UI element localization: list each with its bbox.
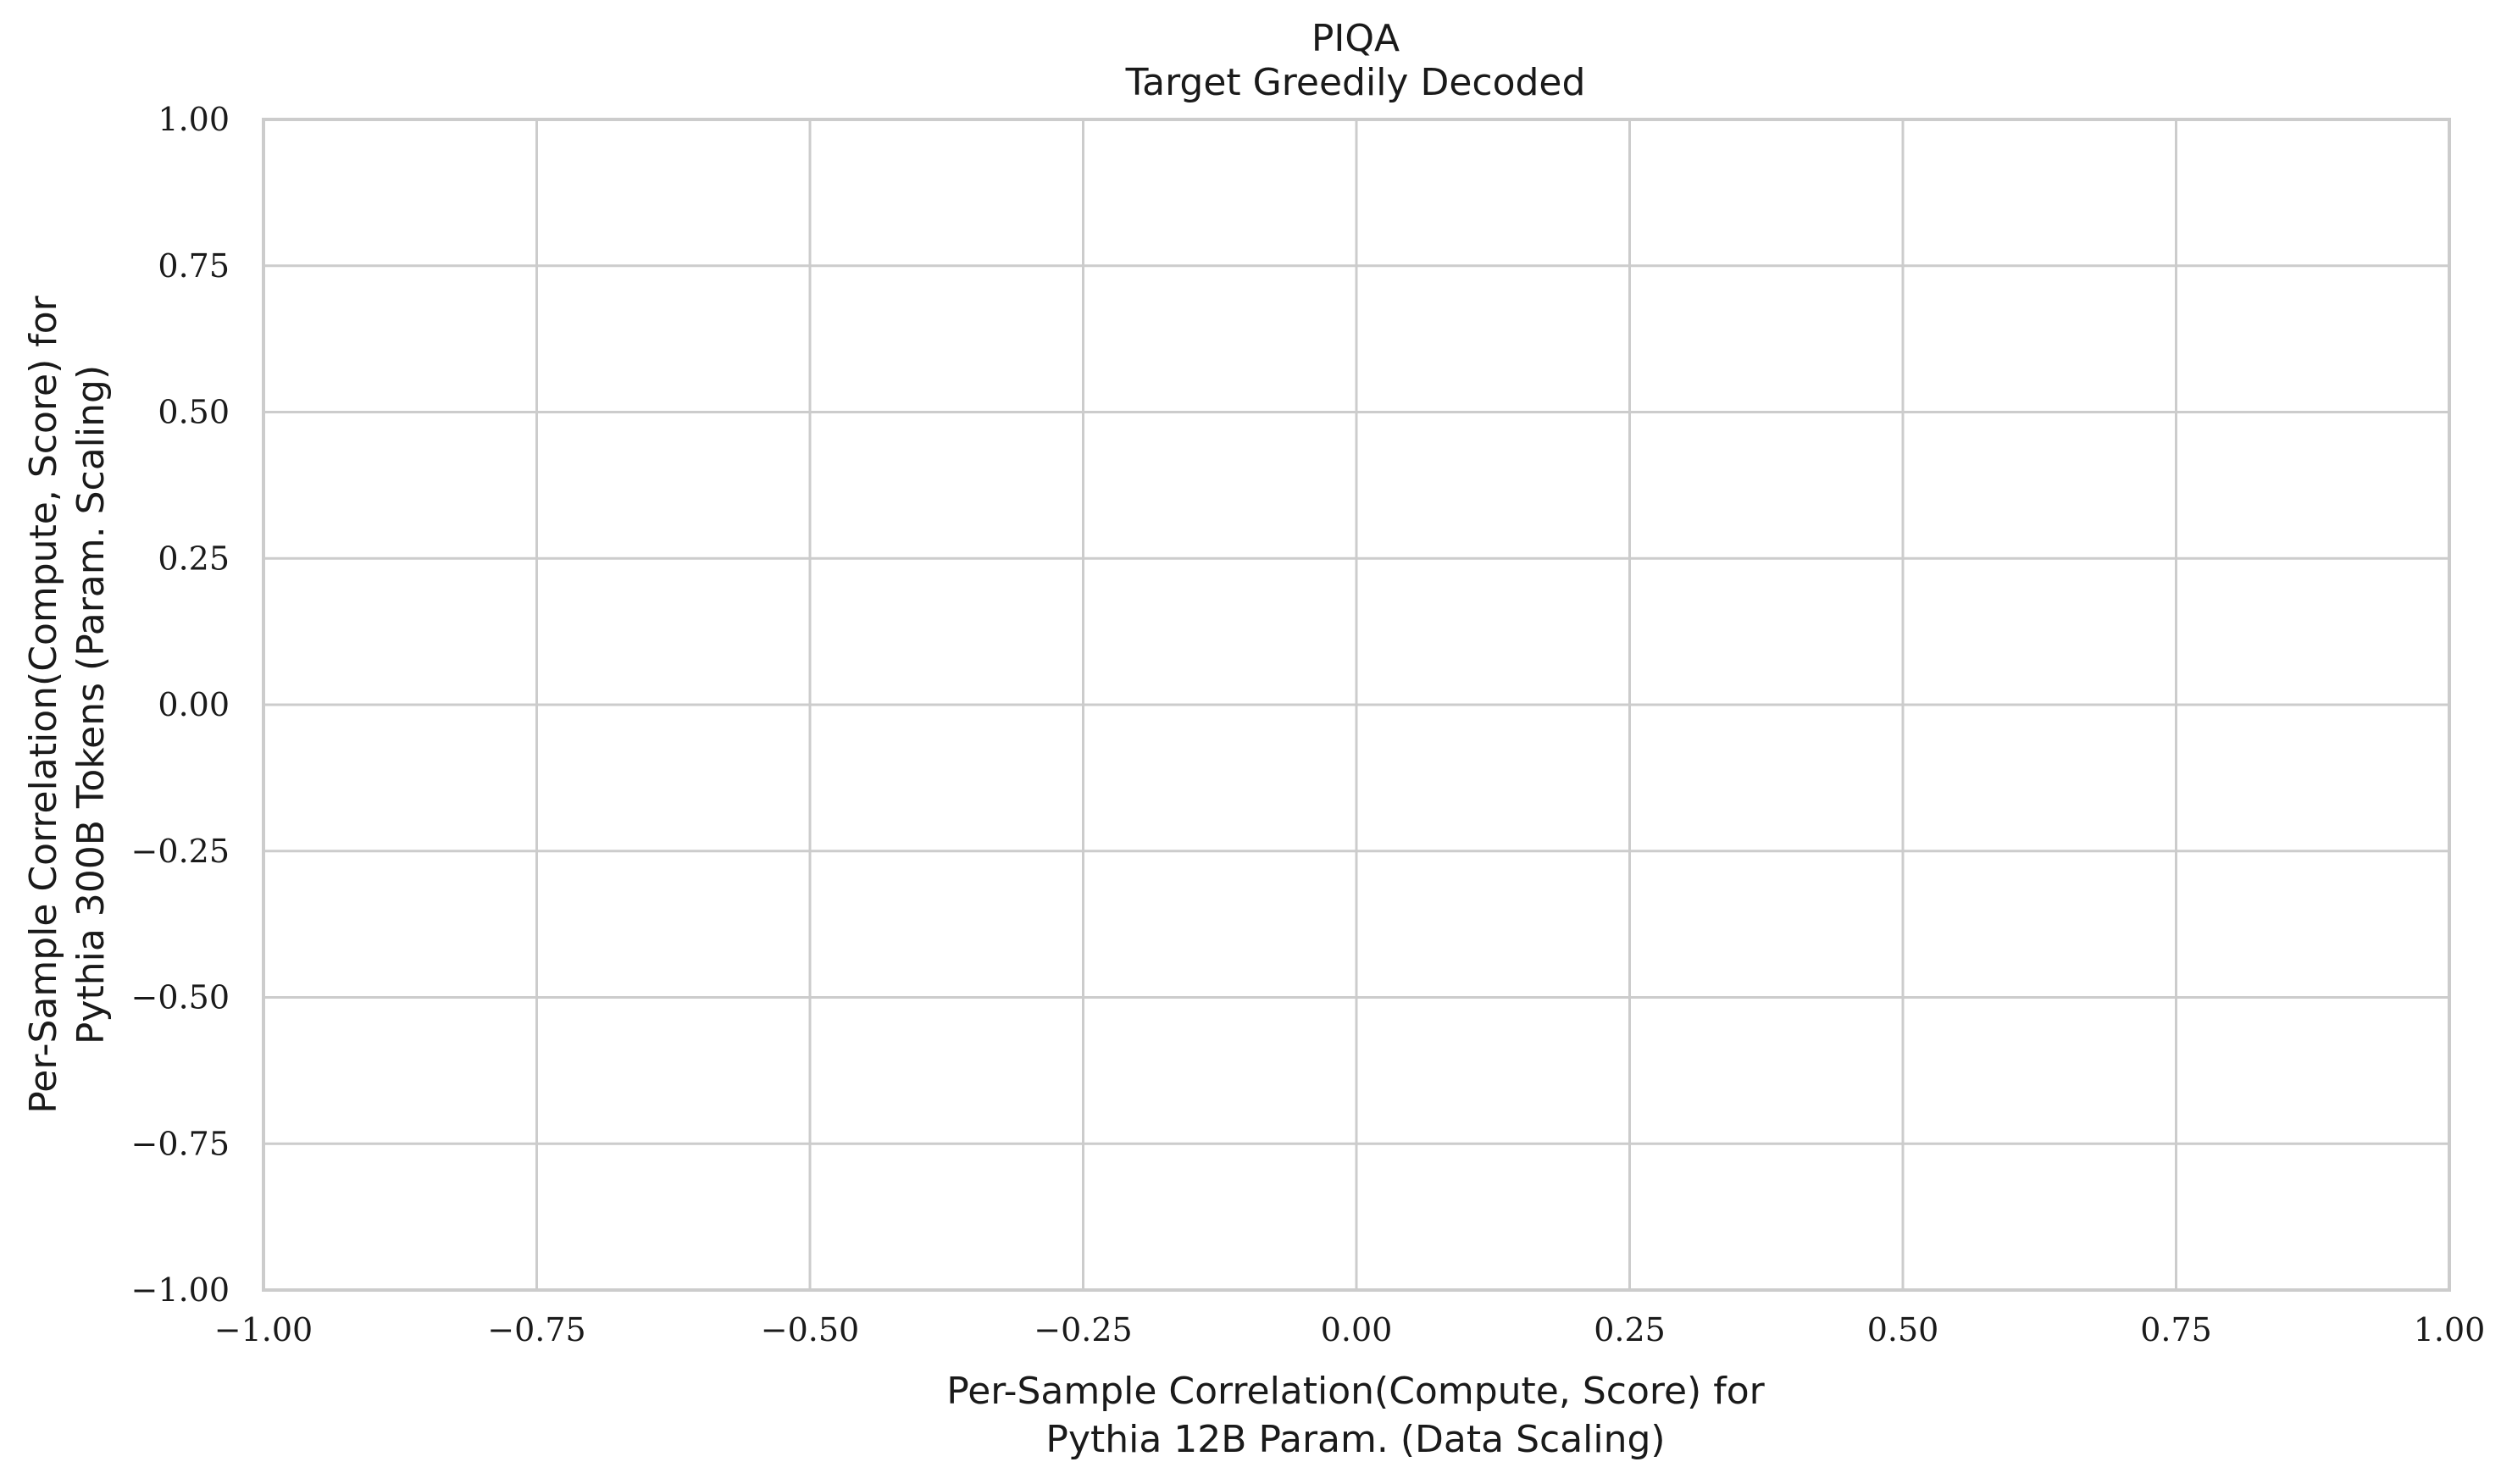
x-axis-label-line-1: Per-Sample Correlation(Compute, Score) f… <box>946 1370 1765 1413</box>
y-tick-label: 0.00 <box>158 686 230 723</box>
x-tick-label: 0.25 <box>1594 1311 1666 1348</box>
x-tick-label: −0.75 <box>487 1311 585 1348</box>
y-tick-label: −0.25 <box>131 833 230 870</box>
y-axis-label-line-1: Per-Sample Correlation(Compute, Score) f… <box>22 295 65 1113</box>
x-axis-label-line-2: Pythia 12B Param. (Data Scaling) <box>1045 1418 1665 1461</box>
y-tick-labels: −1.00 −0.75 −0.50 −0.25 0.00 0.25 0.50 0.75 1.00 <box>131 101 230 1309</box>
y-axis-label-line-2: Pythia 300B Tokens (Param. Scaling) <box>69 365 113 1044</box>
x-tick-labels: −1.00 −0.75 −0.50 −0.25 0.00 0.25 0.50 0.75 1.00 <box>214 1311 2486 1348</box>
x-tick-label: −0.50 <box>761 1311 859 1348</box>
chart-subtitle: Target Greedily Decoded <box>1125 61 1586 104</box>
y-tick-label: 0.25 <box>158 540 230 577</box>
y-tick-label: 1.00 <box>158 101 230 138</box>
y-tick-label: −1.00 <box>131 1271 230 1309</box>
x-tick-label: −0.25 <box>1034 1311 1132 1348</box>
x-tick-label: 1.00 <box>2414 1311 2486 1348</box>
y-tick-label: 0.50 <box>158 394 230 431</box>
x-tick-label: 0.50 <box>1867 1311 1939 1348</box>
y-tick-label: −0.75 <box>131 1125 230 1162</box>
y-tick-label: 0.75 <box>158 247 230 285</box>
plot-frame <box>262 118 2451 1292</box>
chart-title: PIQA <box>1312 17 1400 60</box>
x-tick-label: 0.00 <box>1321 1311 1393 1348</box>
x-tick-label: −1.00 <box>214 1311 313 1348</box>
gridlines <box>262 118 2451 1292</box>
y-tick-label: −0.50 <box>131 979 230 1016</box>
x-tick-label: 0.75 <box>2140 1311 2212 1348</box>
